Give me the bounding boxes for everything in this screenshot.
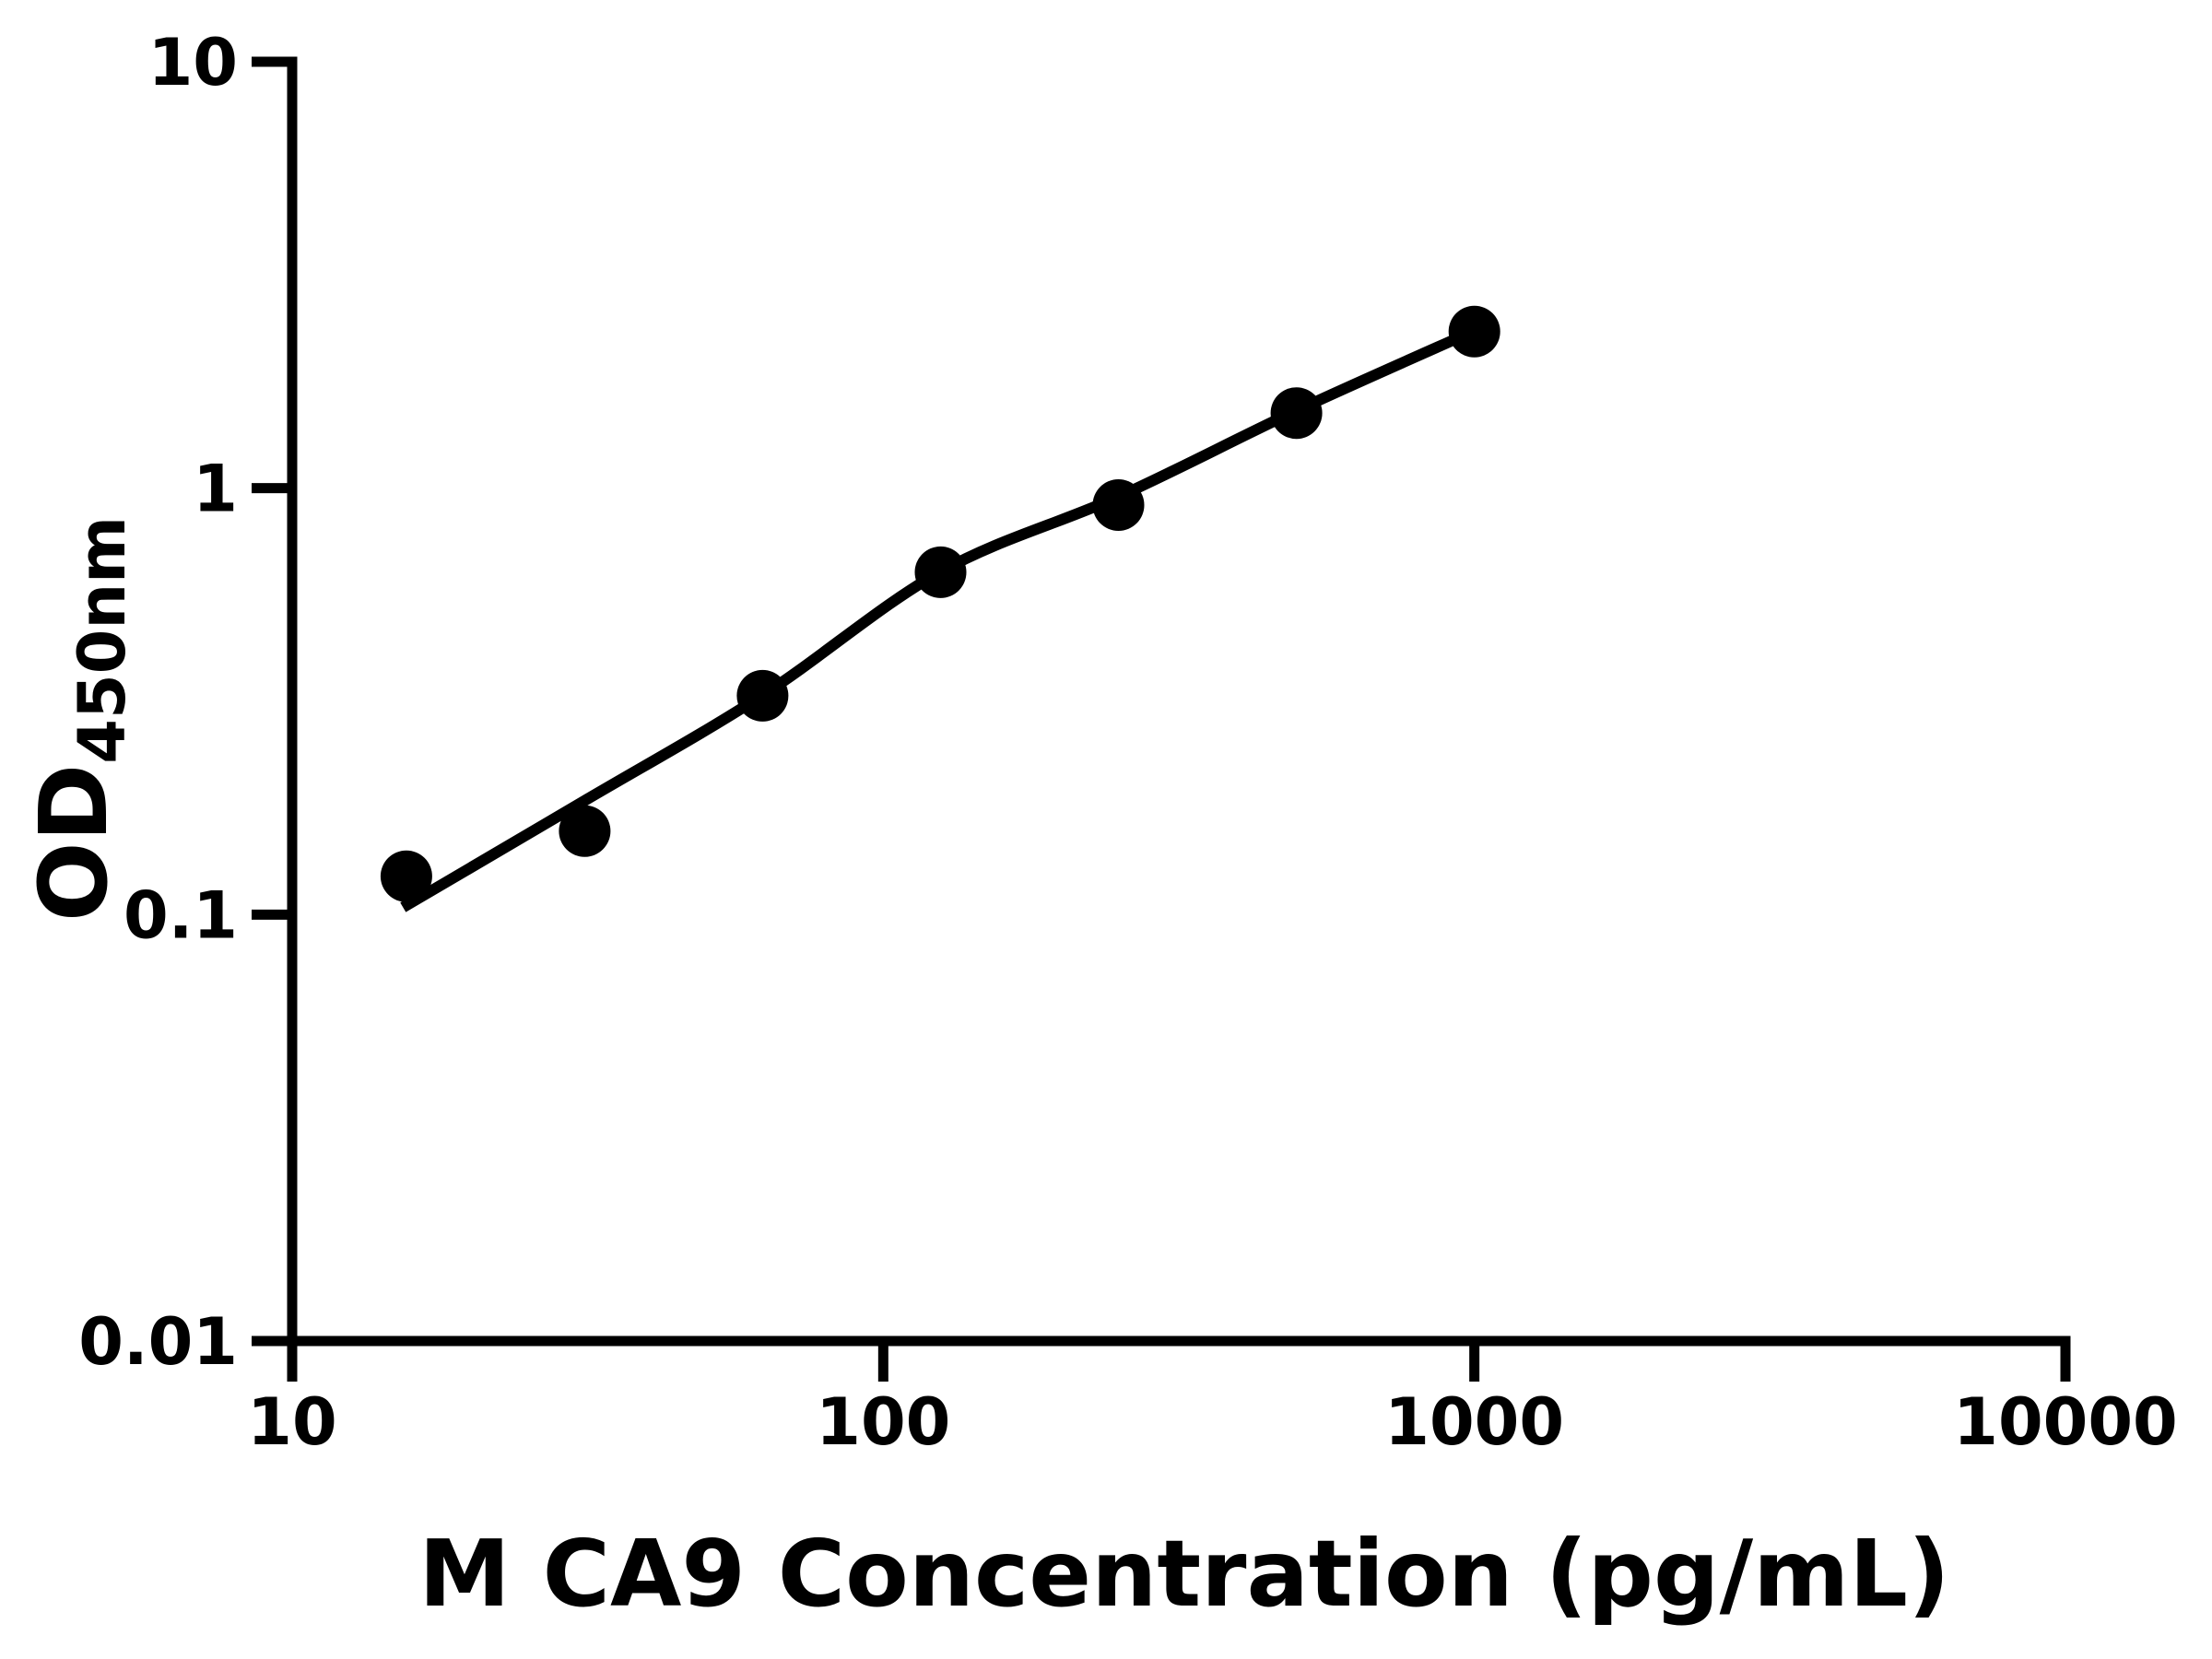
axis-ticks: 10 100 1000 10000 0.01 0.1 1 10 — [78, 25, 2177, 1460]
y-tick-label: 0.01 — [78, 1304, 238, 1380]
y-axis-title-subscript: 450nm — [65, 516, 140, 764]
x-tick-label: 10000 — [1953, 1384, 2178, 1460]
data-point — [380, 850, 432, 902]
data-point — [736, 669, 789, 722]
data-point — [559, 805, 611, 857]
axes — [287, 56, 2071, 1347]
data-point — [1270, 387, 1323, 440]
x-tick-label: 10 — [247, 1384, 336, 1460]
x-axis-title: M CA9 Concentration (pg/mL) — [418, 1520, 1949, 1628]
data-point — [1092, 479, 1145, 531]
y-axis-title-main: OD — [19, 764, 129, 922]
axis-titles: M CA9 Concentration (pg/mL) OD450nm — [19, 516, 1950, 1628]
y-tick-label: 10 — [148, 25, 238, 100]
data-point — [914, 546, 967, 598]
y-tick-label: 1 — [193, 452, 238, 527]
x-tick-label: 100 — [816, 1384, 950, 1460]
y-axis-title: OD450nm — [19, 516, 140, 922]
data-series — [380, 305, 1500, 912]
x-tick-label: 1000 — [1384, 1384, 1564, 1460]
axis-spine — [287, 56, 2071, 1347]
y-tick-label: 0.1 — [124, 877, 238, 953]
data-point — [1448, 305, 1500, 358]
